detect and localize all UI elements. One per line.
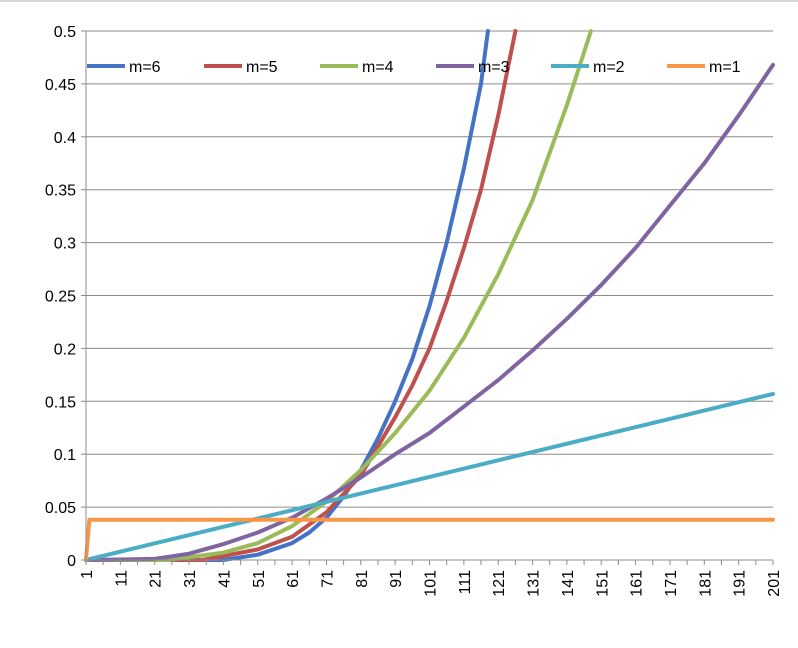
- x-tick-label: 161: [629, 570, 646, 597]
- x-tick-label: 171: [663, 570, 680, 597]
- legend: m=6 m=5 m=4 m=3 m=2 m=1: [87, 59, 741, 76]
- x-tick-label: 131: [526, 570, 543, 597]
- x-tick-label: 41: [216, 570, 233, 588]
- x-tick-label: 21: [148, 570, 165, 588]
- y-tick-label: 0.3: [54, 236, 76, 253]
- legend-label-m=6: m=6: [129, 59, 161, 76]
- x-tick-label: 51: [251, 570, 268, 588]
- x-tick-label: 101: [423, 570, 440, 597]
- y-tick-label: 0.35: [45, 183, 76, 200]
- y-tick-label: 0.25: [45, 289, 76, 306]
- x-tick-label: 71: [319, 570, 336, 588]
- series-lines: [84, 29, 775, 562]
- series-line-m=2: [84, 391, 775, 562]
- y-tick-label: 0.45: [45, 77, 76, 94]
- x-tick-label: 181: [697, 570, 714, 597]
- x-tick-label: 91: [388, 570, 405, 588]
- x-tick-label: 151: [594, 570, 611, 597]
- x-tick-label: 31: [182, 570, 199, 588]
- legend-label-m=3: m=3: [478, 59, 510, 76]
- y-axis-ticks: 0 0.05 0.1 0.15 0.2 0.25 0.3 0.35 0.4 0.45 0.5: [45, 24, 86, 570]
- y-tick-label: 0: [67, 553, 76, 570]
- x-tick-label: 111: [457, 570, 474, 594]
- x-axis-ticks: 1 11 21 31 41 51 61 71 81 91 101 111 121 131 141 151 161…: [79, 560, 783, 597]
- series-line-m=6: [84, 29, 490, 562]
- y-tick-label: 0.1: [54, 447, 76, 464]
- series-line-m=3: [84, 62, 775, 562]
- legend-label-m=5: m=5: [246, 59, 278, 76]
- x-tick-label: 121: [491, 570, 508, 597]
- legend-label-m=4: m=4: [362, 59, 394, 76]
- x-tick-label: 141: [560, 570, 577, 597]
- x-tick-label: 11: [113, 570, 130, 587]
- y-tick-label: 0.2: [54, 341, 76, 358]
- y-tick-label: 0.5: [54, 24, 76, 41]
- legend-label-m=2: m=2: [593, 59, 625, 76]
- x-tick-label: 81: [354, 570, 371, 588]
- x-tick-label: 1: [79, 570, 96, 579]
- y-tick-label: 0.05: [45, 500, 76, 517]
- gridlines: [86, 30, 773, 508]
- x-tick-label: 191: [732, 570, 749, 597]
- y-tick-label: 0.15: [45, 394, 76, 411]
- series-line-m=4: [84, 29, 593, 562]
- legend-label-m=1: m=1: [709, 59, 741, 76]
- x-tick-label: 61: [285, 570, 302, 588]
- series-line-m=5: [84, 29, 518, 562]
- x-tick-label: 201: [766, 570, 783, 597]
- y-tick-label: 0.4: [54, 130, 76, 147]
- series-line-m=1: [84, 517, 775, 562]
